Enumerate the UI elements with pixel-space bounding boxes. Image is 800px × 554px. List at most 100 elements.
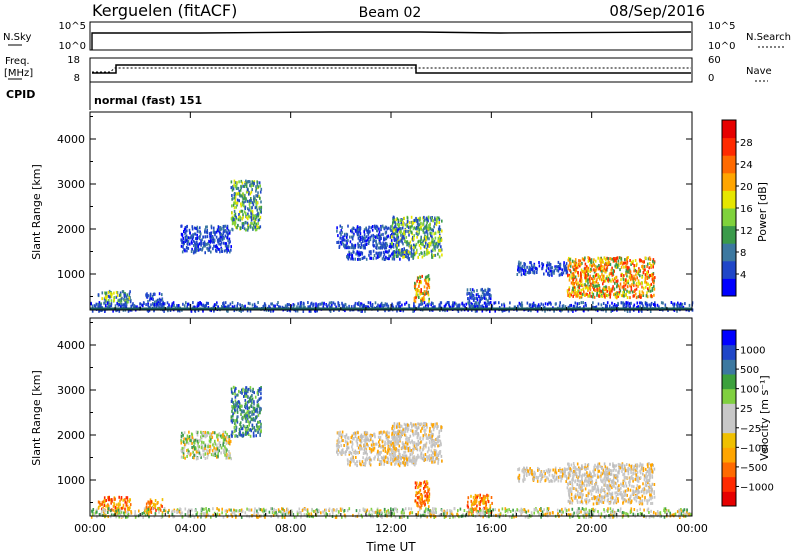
data-cell: [113, 291, 115, 295]
data-cell: [147, 506, 150, 510]
data-region: [413, 274, 431, 304]
data-cell: [245, 179, 247, 183]
data-cell: [154, 503, 157, 507]
data-cell: [574, 275, 577, 279]
data-cell: [413, 253, 416, 257]
data-cell: [641, 290, 644, 294]
data-cell: [605, 258, 607, 261]
data-cell: [233, 206, 236, 210]
data-cell: [201, 238, 203, 242]
data-cell: [250, 184, 253, 188]
data-cell: [353, 304, 355, 308]
data-cell: [230, 433, 233, 437]
data-cell: [398, 464, 401, 468]
data-cell: [240, 427, 243, 431]
data-cell: [380, 253, 382, 257]
data-cell: [611, 257, 613, 261]
data-cell: [363, 451, 366, 455]
data-cell: [416, 219, 419, 222]
data-cell: [226, 456, 228, 460]
data-cell: [411, 221, 414, 225]
data-cell: [430, 228, 433, 232]
data-cell: [383, 462, 385, 466]
data-cell: [197, 309, 200, 313]
data-cell: [521, 301, 523, 305]
data-cell: [559, 301, 561, 305]
data-cell: [257, 399, 259, 403]
data-cell: [414, 245, 417, 249]
data-cell: [601, 275, 604, 279]
data-cell: [503, 304, 506, 308]
data-cell: [208, 244, 211, 247]
data-cell: [432, 229, 434, 233]
data-cell: [104, 296, 107, 300]
data-cell: [620, 301, 623, 305]
data-cell: [212, 236, 214, 240]
data-cell: [567, 267, 570, 271]
data-cell: [373, 254, 376, 257]
data-cell: [463, 303, 465, 307]
data-cell: [239, 390, 242, 394]
data-cell: [633, 264, 635, 268]
data-cell: [159, 299, 161, 303]
data-cell: [431, 235, 433, 239]
data-cell: [357, 303, 360, 306]
data-cell: [432, 237, 434, 241]
data-cell: [200, 243, 202, 247]
data-cell: [378, 452, 380, 456]
data-cell: [605, 309, 607, 313]
data-cell: [394, 462, 396, 466]
data-cell: [228, 438, 230, 442]
data-cell: [351, 237, 354, 241]
data-cell: [204, 457, 207, 460]
data-cell: [633, 303, 636, 307]
data-cell: [439, 439, 442, 443]
data-cell: [224, 234, 227, 238]
data-cell: [415, 426, 418, 429]
data-cell: [392, 441, 395, 445]
data-cell: [425, 236, 427, 239]
data-cell: [594, 259, 597, 263]
data-cell: [538, 264, 541, 268]
data-cell: [296, 305, 298, 309]
data-cell: [642, 264, 644, 268]
data-cell: [401, 240, 403, 244]
data-cell: [646, 275, 648, 279]
data-cell: [418, 228, 420, 232]
data-cell: [246, 428, 249, 432]
data-cell: [653, 279, 655, 283]
data-cell: [336, 229, 338, 233]
data-cell: [202, 309, 204, 313]
data-cell: [338, 304, 341, 307]
data-cell: [383, 430, 385, 434]
data-cell: [363, 230, 365, 234]
data-cell: [474, 301, 477, 305]
data-cell: [304, 305, 306, 309]
data-cell: [217, 240, 219, 244]
data-cell: [393, 226, 395, 230]
data-cell: [357, 446, 360, 450]
data-cell: [470, 293, 472, 297]
data-cell: [113, 503, 116, 507]
data-cell: [520, 261, 522, 265]
data-cell: [631, 282, 633, 286]
data-cell: [241, 181, 244, 185]
data-cell: [373, 244, 375, 248]
data-cell: [605, 303, 607, 307]
data-cell: [412, 441, 414, 445]
data-cell: [391, 227, 394, 231]
data-cell: [340, 229, 343, 233]
data-cell: [349, 460, 352, 464]
data-cell: [154, 499, 157, 502]
data-cell: [233, 309, 236, 313]
data-cell: [382, 241, 384, 245]
data-cell: [224, 436, 227, 440]
data-cell: [256, 407, 259, 411]
data-cell: [427, 219, 429, 223]
data-cell: [171, 303, 173, 307]
data-cell: [653, 293, 655, 297]
data-cell: [167, 309, 169, 313]
data-cell: [388, 440, 390, 444]
data-cell: [396, 246, 398, 250]
data-cell: [611, 287, 614, 291]
